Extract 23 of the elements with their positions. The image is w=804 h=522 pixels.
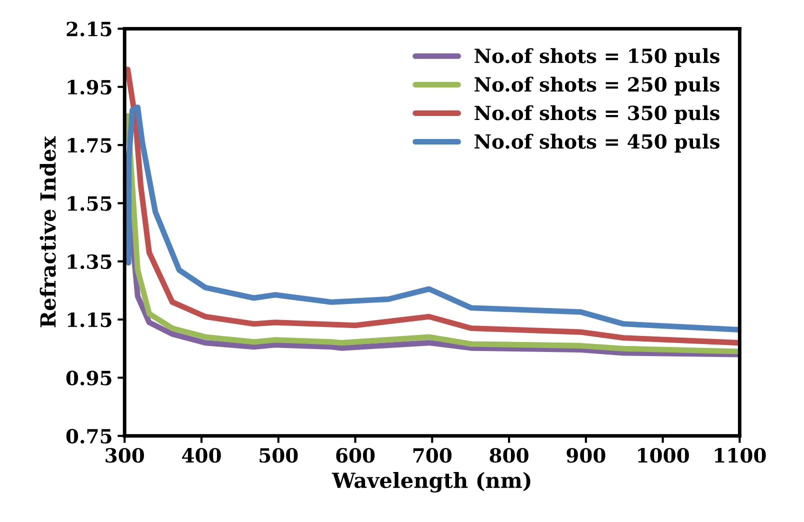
- x-tick-label: 300: [106, 448, 144, 463]
- y-tick-label: 1.15: [68, 312, 112, 328]
- y-axis-title: Refractive Index: [40, 136, 56, 328]
- x-tick-label: 1100: [714, 448, 766, 463]
- legend-label: No.of shots = 150 puls: [474, 48, 720, 67]
- x-tick-label: 900: [566, 448, 606, 463]
- y-tick-label: 1.75: [68, 138, 112, 153]
- x-tick-label: 700: [413, 448, 452, 463]
- legend-label: No.of shots = 350 puls: [474, 105, 720, 124]
- x-tick-label: 600: [336, 448, 375, 463]
- x-tick-label: 1000: [638, 448, 689, 463]
- x-axis-title: Wavelength (nm): [332, 472, 530, 493]
- y-tick-label: 1.35: [68, 254, 112, 270]
- legend-label: No.of shots = 250 puls: [474, 76, 720, 96]
- y-tick-label: 1.55: [68, 196, 112, 211]
- y-tick-label: 2.15: [66, 22, 112, 36]
- legend-label: No.of shots = 450 puls: [474, 134, 720, 153]
- y-tick-label: 0.75: [66, 428, 112, 444]
- y-tick-label: 0.95: [66, 370, 112, 386]
- x-tick-label: 500: [260, 448, 298, 463]
- y-tick-label: 1.95: [68, 80, 112, 95]
- x-tick-label: 800: [490, 448, 528, 463]
- x-tick-label: 400: [182, 448, 221, 463]
